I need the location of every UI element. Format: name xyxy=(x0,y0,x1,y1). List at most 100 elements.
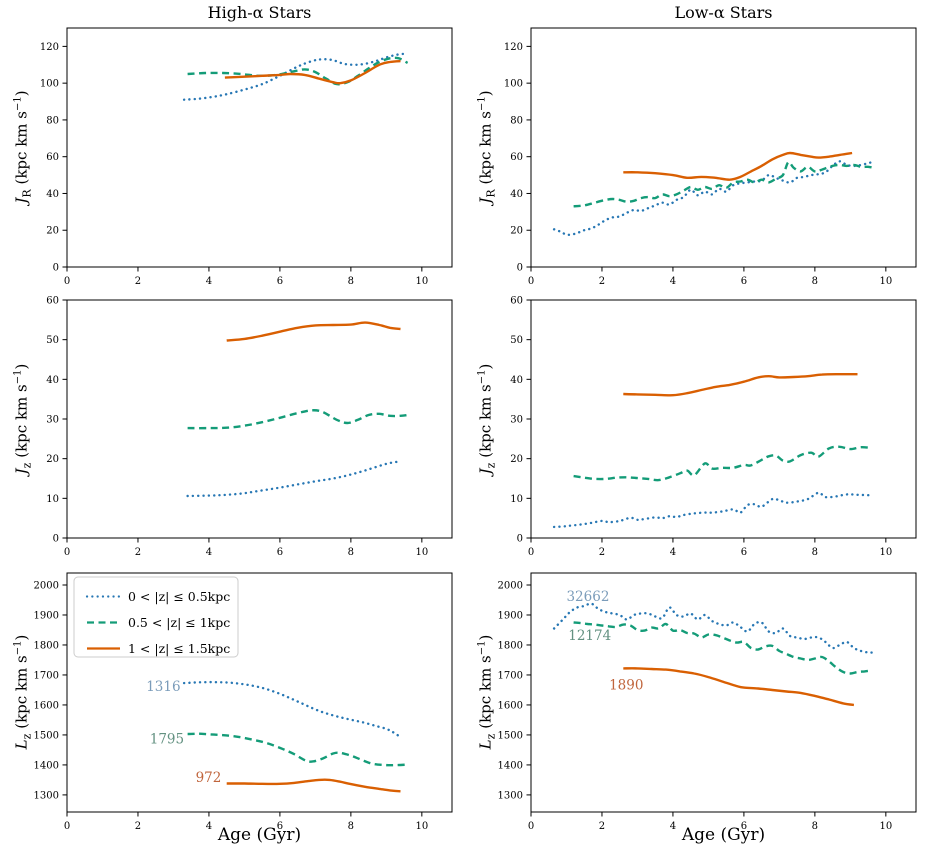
y-tick-label: 30 xyxy=(510,415,523,426)
series-dotted xyxy=(552,160,873,237)
y-tick-label: 1400 xyxy=(34,760,59,771)
series-dotted xyxy=(182,52,408,101)
y-tick-label: 0 xyxy=(53,263,59,274)
y-tick-label: 80 xyxy=(510,115,523,126)
x-tick-label: 8 xyxy=(348,821,354,832)
x-tick-label: 10 xyxy=(415,547,428,558)
ylabel-var: L xyxy=(12,739,31,750)
y-tick-label: 100 xyxy=(40,79,59,90)
y-tick-label: 20 xyxy=(46,454,59,465)
ylabel-unit: (kpc km s xyxy=(476,384,495,463)
y-tick-label: 1800 xyxy=(498,640,523,651)
ylabel-sup: −1 xyxy=(12,369,24,385)
x-tick-label: 8 xyxy=(812,821,818,832)
ylabel-sub: z xyxy=(20,462,34,469)
series-solid xyxy=(623,151,853,181)
ylabel-unit-close: ) xyxy=(476,634,495,641)
series-solid xyxy=(623,667,855,707)
y-tick-label: 1900 xyxy=(498,610,523,621)
annotation: 12174 xyxy=(568,628,611,644)
series-dotted xyxy=(552,602,875,654)
ylabel-jz-high-alpha: Jz (kpc km s−1) xyxy=(13,364,34,475)
ylabel-unit-close: ) xyxy=(12,634,31,641)
series-solid xyxy=(224,59,401,85)
legend-item-label: 1 < |z| ≤ 1.5kpc xyxy=(128,641,230,656)
panel-lz-low-alpha: 0 2 4 6 8 10 1300 1400 1500 1600 1700 1800 1900 2000 3… xyxy=(498,572,917,832)
series-dashed xyxy=(187,56,409,86)
y-tick-label: 30 xyxy=(46,415,59,426)
y-tick-label: 40 xyxy=(510,189,523,200)
axes-border xyxy=(530,572,917,813)
annotation: 32662 xyxy=(566,589,609,605)
series-dashed xyxy=(573,621,872,675)
ylabel-var: J xyxy=(12,197,31,204)
x-tick-label: 2 xyxy=(135,821,141,832)
x-tick-label: 0 xyxy=(64,276,70,287)
y-tick-label: 1700 xyxy=(498,670,523,681)
ylabel-unit: (kpc km s xyxy=(476,111,495,190)
x-tick-label: 2 xyxy=(135,276,141,287)
y-tick-label: 1900 xyxy=(34,610,59,621)
ylabel-unit: (kpc km s xyxy=(476,655,495,734)
x-tick-label: 4 xyxy=(670,547,676,558)
x-tick-label: 2 xyxy=(599,276,605,287)
ylabel-lz-low-alpha: Lz (kpc km s−1) xyxy=(477,635,498,750)
ylabel-sup: −1 xyxy=(12,640,24,656)
ylabel-var: L xyxy=(476,739,495,750)
ylabel-var: J xyxy=(476,468,495,475)
y-tick-label: 120 xyxy=(504,42,523,53)
ylabel-sub: R xyxy=(20,189,34,198)
y-tick-label: 2000 xyxy=(498,580,523,591)
ylabel-jz-low-alpha: Jz (kpc km s−1) xyxy=(477,364,498,475)
x-tick-label: 4 xyxy=(670,276,676,287)
y-tick-label: 1600 xyxy=(34,700,59,711)
x-tick-label: 8 xyxy=(812,276,818,287)
x-tick-label: 0 xyxy=(64,547,70,558)
ylabel-var: J xyxy=(476,197,495,204)
y-tick-label: 1600 xyxy=(498,700,523,711)
series-dashed xyxy=(573,160,874,208)
ylabel-sup: −1 xyxy=(476,96,488,112)
x-tick-label: 2 xyxy=(599,547,605,558)
x-tick-label: 10 xyxy=(879,821,892,832)
series-dotted xyxy=(552,491,875,529)
x-tick-label: 4 xyxy=(670,821,676,832)
y-tick-label: 50 xyxy=(510,335,523,346)
panel-jz-high-alpha: 0 2 4 6 8 10 0 10 20 30 40 50 60 xyxy=(46,296,453,558)
ylabel-unit-close: ) xyxy=(476,90,495,97)
ylabel-jr-high-alpha: JR (kpc km s−1) xyxy=(13,90,34,203)
x-tick-label: 4 xyxy=(206,276,212,287)
x-tick-label: 6 xyxy=(741,276,747,287)
axes-border xyxy=(66,27,453,268)
ylabel-sub: z xyxy=(20,733,34,740)
x-tick-label: 6 xyxy=(277,276,283,287)
ylabel-sup: −1 xyxy=(476,369,488,385)
xlabel-age-low-alpha: Age (Gyr) xyxy=(681,825,766,845)
x-tick-label: 0 xyxy=(528,821,534,832)
y-tick-label: 10 xyxy=(510,494,523,505)
ylabel-var: J xyxy=(12,468,31,475)
annotation: 1316 xyxy=(146,679,180,695)
y-tick-label: 1500 xyxy=(498,730,523,741)
y-tick-label: 1300 xyxy=(34,790,59,801)
y-tick-label: 20 xyxy=(510,454,523,465)
y-tick-label: 100 xyxy=(504,79,523,90)
ylabel-unit-close: ) xyxy=(12,90,31,97)
series-dashed xyxy=(187,732,408,767)
axes-border xyxy=(66,572,453,813)
y-tick-label: 60 xyxy=(510,296,523,307)
ylabel-unit: (kpc km s xyxy=(12,655,31,734)
ylabel-lz-high-alpha: Lz (kpc km s−1) xyxy=(13,635,34,750)
x-tick-label: 0 xyxy=(528,547,534,558)
panel-title-low-alpha: Low-α Stars xyxy=(674,3,773,22)
panel-jz-low-alpha: 0 2 4 6 8 10 0 10 20 30 40 50 60 xyxy=(510,296,917,558)
x-tick-label: 2 xyxy=(135,547,141,558)
y-tick-label: 50 xyxy=(46,335,59,346)
y-tick-label: 60 xyxy=(46,296,59,307)
x-tick-label: 6 xyxy=(741,547,747,558)
y-tick-label: 0 xyxy=(517,534,523,545)
ylabel-jr-low-alpha: JR (kpc km s−1) xyxy=(477,90,498,203)
